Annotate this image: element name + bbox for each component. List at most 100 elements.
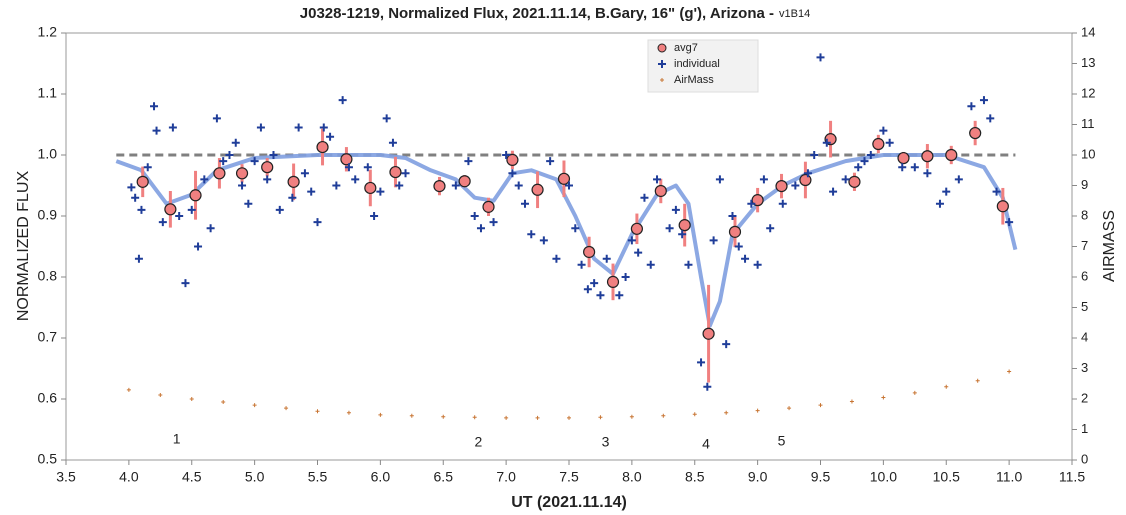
plot-frame [65, 32, 1073, 461]
airmass-point [724, 410, 729, 415]
individual-point [263, 175, 272, 184]
avg-point [921, 150, 934, 163]
airmass-point [284, 406, 289, 411]
y-tick-label: 0.9 [38, 207, 58, 223]
airmass-point [661, 413, 666, 418]
annotation: 1 [173, 431, 181, 447]
x-tick-label: 10.0 [870, 469, 897, 485]
individual-point [665, 224, 674, 233]
airmass-point [252, 403, 257, 408]
avg-point [213, 167, 226, 180]
avg-point [583, 245, 596, 259]
individual-point [388, 138, 397, 147]
individual-point [256, 123, 265, 132]
y-tick-label: 1.2 [38, 24, 58, 40]
individual-point [986, 114, 995, 123]
y2-tick-label: 2 [1081, 390, 1088, 405]
avg-point [848, 175, 861, 188]
y2-tick-label: 12 [1081, 85, 1095, 100]
individual-point [923, 169, 932, 178]
individual-point [344, 163, 353, 172]
legend-label: AirMass [674, 74, 714, 86]
individual-point [653, 175, 662, 184]
airmass-point [189, 397, 194, 401]
individual-point [382, 114, 391, 123]
x-tick-label: 10.5 [933, 469, 960, 485]
individual-point [854, 163, 863, 172]
individual-point [181, 279, 190, 288]
annotation: 2 [475, 434, 483, 450]
individual-point [935, 199, 944, 208]
legend-label: avg7 [674, 42, 698, 54]
individual-point [759, 175, 768, 184]
avg-point [164, 203, 177, 216]
x-tick-label: 5.0 [245, 469, 265, 485]
individual-point [866, 151, 875, 159]
x-tick-label: 5.5 [308, 469, 328, 485]
individual-point [979, 96, 988, 105]
avg-point [340, 153, 353, 166]
y2-tick-label: 9 [1081, 177, 1088, 192]
individual-point [219, 157, 228, 166]
x-tick-label: 7.0 [496, 469, 516, 485]
individual-point [602, 254, 611, 263]
individual-point [829, 187, 838, 196]
individual-point [684, 260, 693, 269]
airmass-point [975, 378, 980, 383]
avg-point [261, 161, 274, 174]
avg-point [287, 175, 300, 188]
individual-point [766, 224, 775, 233]
y2-tick-label: 14 [1081, 24, 1095, 39]
y2-tick-label: 7 [1081, 238, 1088, 253]
y2-tick-label: 0 [1081, 451, 1088, 466]
y2-tick-label: 13 [1081, 55, 1095, 70]
airmass-point [567, 415, 571, 420]
avg-point [531, 183, 544, 196]
y2-tick-label: 8 [1081, 207, 1088, 222]
airmass-point [315, 409, 320, 414]
avg-point [678, 219, 691, 232]
airmass-point [1007, 369, 1012, 374]
individual-point [502, 151, 511, 159]
individual-point [910, 163, 919, 172]
avg-point [872, 137, 885, 151]
individual-point [741, 254, 750, 263]
y2-tick-label: 1 [1081, 421, 1088, 436]
individual-point [822, 138, 831, 147]
airmass-point [818, 403, 823, 408]
y2-tick-label: 3 [1081, 360, 1088, 375]
individual-point [841, 175, 850, 184]
individual-point [395, 181, 404, 190]
individual-point [1005, 218, 1014, 227]
y-tick-label: 0.7 [38, 329, 58, 345]
individual-point [175, 212, 184, 220]
individual-point [338, 96, 347, 105]
avg-point [482, 200, 495, 213]
airmass-point [441, 414, 446, 419]
individual-point [747, 199, 756, 208]
individual-point [244, 199, 253, 208]
airmass-point [535, 415, 540, 420]
airmass-point [409, 413, 414, 418]
y2-tick-label: 6 [1081, 268, 1088, 283]
individual-point [734, 242, 743, 251]
individual-point [678, 230, 687, 239]
title-main: J0328-1219, Normalized Flux, 2021.11.14,… [300, 5, 774, 22]
individual-point [464, 157, 473, 166]
y-tick-label: 0.6 [38, 390, 58, 406]
individual-point [200, 175, 209, 184]
individual-point [476, 224, 485, 233]
avg-point [506, 153, 519, 166]
avg-point [136, 175, 149, 188]
individual-point [879, 126, 888, 135]
legend-label: individual [674, 58, 720, 70]
avg-point [557, 172, 571, 185]
individual-point [860, 157, 869, 166]
avg-point [458, 175, 471, 188]
individual-point [810, 151, 819, 159]
avg-point [799, 173, 812, 187]
airmass-point [692, 412, 697, 417]
x-tick-label: 9.0 [748, 469, 768, 485]
individual-point [627, 236, 636, 245]
